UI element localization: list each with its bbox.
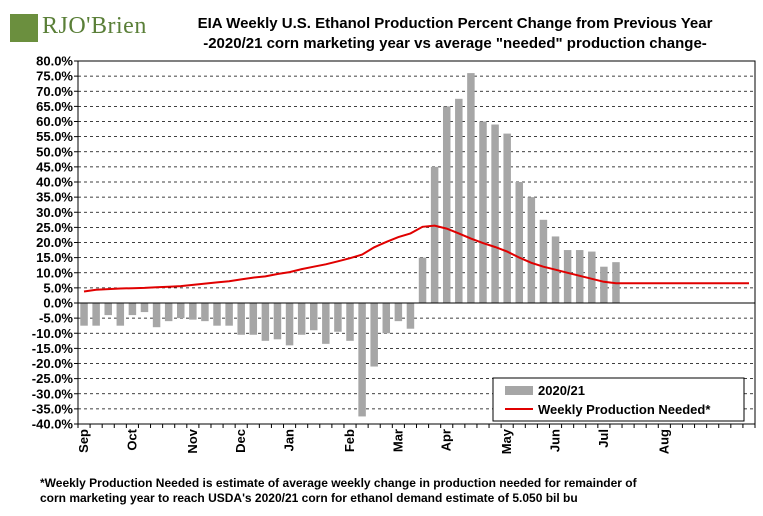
- bar: [600, 266, 608, 303]
- bar: [273, 303, 282, 340]
- bar: [430, 166, 439, 303]
- bar: [563, 250, 572, 303]
- x-month-label: Mar: [390, 429, 405, 452]
- bar: [249, 303, 258, 335]
- bar: [116, 303, 125, 326]
- y-tick-label: 30.0%: [36, 205, 73, 220]
- bar: [225, 303, 233, 326]
- bar: [503, 133, 511, 303]
- x-month-label: Aug: [656, 429, 671, 454]
- legend-label-weekly-production-needed: Weekly Production Needed*: [538, 402, 711, 417]
- y-tick-label: 60.0%: [36, 114, 73, 129]
- x-month-label: Oct: [124, 428, 139, 450]
- bar: [467, 73, 475, 303]
- y-tick-label: 35.0%: [36, 190, 73, 205]
- logo-text: RJO'Brien: [42, 13, 147, 39]
- bar: [152, 303, 161, 328]
- bar: [92, 303, 100, 326]
- y-tick-label: 40.0%: [36, 175, 73, 190]
- x-month-label: Jun: [548, 429, 563, 452]
- bar: [322, 303, 330, 344]
- x-month-label: May: [499, 428, 514, 454]
- y-tick-label: 5.0%: [43, 280, 73, 295]
- footnote-line1: *Weekly Production Needed is estimate of…: [40, 476, 637, 490]
- bar: [358, 303, 366, 417]
- x-month-label: Nov: [185, 428, 200, 453]
- bar: [285, 303, 294, 346]
- bar: [164, 303, 173, 322]
- y-tick-label: 55.0%: [36, 129, 73, 144]
- y-tick-label: -10.0%: [32, 326, 74, 341]
- bar: [334, 303, 342, 332]
- bar: [140, 303, 149, 313]
- legend-bar-swatch: [505, 386, 533, 395]
- bar: [382, 303, 391, 334]
- bar: [80, 303, 88, 326]
- bar: [515, 182, 524, 303]
- x-month-label: Sep: [76, 429, 91, 453]
- y-tick-label: 15.0%: [36, 250, 73, 265]
- chart-title: EIA Weekly U.S. Ethanol Production Perce…: [160, 14, 750, 54]
- y-tick-label: -40.0%: [32, 417, 74, 432]
- bar: [237, 303, 245, 335]
- y-tick-label: 50.0%: [36, 144, 73, 159]
- y-tick-label: -5.0%: [39, 311, 73, 326]
- bar: [346, 303, 354, 341]
- x-month-label: Jul: [596, 429, 611, 448]
- footnote-line2: corn marketing year to reach USDA's 2020…: [40, 491, 578, 505]
- bar: [491, 124, 499, 304]
- bar: [177, 303, 185, 319]
- y-tick-label: 0.0%: [43, 296, 73, 311]
- y-tick-label: 80.0%: [36, 54, 73, 69]
- y-tick-label: 10.0%: [36, 265, 73, 280]
- y-tick-label: 75.0%: [36, 69, 73, 84]
- chart-title-line2: -2020/21 corn marketing year vs average …: [203, 35, 707, 52]
- y-tick-label: -30.0%: [32, 386, 74, 401]
- bar: [128, 303, 137, 316]
- bar: [213, 303, 221, 326]
- bar: [297, 303, 306, 335]
- legend-label-2020-21: 2020/21: [538, 383, 585, 398]
- bar: [104, 303, 112, 316]
- bar: [201, 303, 209, 322]
- bar: [394, 303, 403, 322]
- bar: [527, 197, 536, 303]
- bar: [479, 121, 487, 303]
- footnote: *Weekly Production Needed is estimate of…: [40, 476, 760, 506]
- bar: [418, 257, 427, 303]
- y-tick-label: -15.0%: [32, 341, 74, 356]
- line-weekly-production-needed: [83, 224, 749, 293]
- rjobrien-logo: RJO'Brien: [10, 12, 150, 46]
- bar: [455, 98, 463, 303]
- legend: [492, 377, 745, 422]
- bar: [539, 219, 548, 303]
- y-tick-label: 70.0%: [36, 84, 73, 99]
- chart-title-line1: EIA Weekly U.S. Ethanol Production Perce…: [197, 15, 713, 32]
- y-tick-label: -35.0%: [32, 401, 74, 416]
- y-tick-label: 25.0%: [36, 220, 73, 235]
- x-month-label: Jan: [282, 429, 297, 451]
- bar: [442, 106, 451, 303]
- bar: [309, 303, 318, 331]
- bar: [406, 303, 415, 329]
- x-month-label: Dec: [233, 429, 248, 453]
- bar: [370, 303, 378, 367]
- logo-mark-icon: [10, 14, 38, 42]
- y-tick-label: 65.0%: [36, 99, 73, 114]
- y-tick-label: 45.0%: [36, 159, 73, 174]
- y-tick-label: -25.0%: [32, 371, 74, 386]
- y-tick-label: -20.0%: [32, 356, 74, 371]
- x-month-label: Feb: [342, 429, 357, 452]
- bar: [588, 251, 596, 303]
- x-month-label: Apr: [439, 429, 454, 451]
- bar: [189, 303, 197, 320]
- y-tick-label: 20.0%: [36, 235, 73, 250]
- bar: [261, 303, 270, 341]
